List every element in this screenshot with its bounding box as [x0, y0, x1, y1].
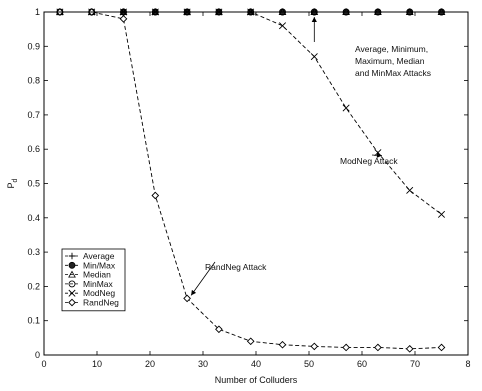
data-point-modneg [342, 104, 350, 112]
y-tick-label: 0.6 [27, 144, 40, 154]
axes-layer: 0 10 20 30 40 50 60 70 800.10.20.30.40.50.60.70.… [27, 7, 470, 369]
legend-marker [68, 289, 76, 297]
series-line-modneg [59, 11, 442, 215]
legend-marker [68, 252, 76, 260]
annotation-line: and MinMax Attacks [355, 68, 431, 78]
arrow-randneg [190, 261, 216, 296]
data-point-modneg [278, 22, 287, 30]
data-point-randneg [310, 342, 319, 351]
y-tick-label: 1 [35, 7, 40, 17]
series-randneg [56, 8, 446, 353]
x-axis-label: Number of Colluders [215, 375, 298, 385]
y-tick-label: 0.3 [27, 247, 40, 257]
x-tick-label: 50 [304, 359, 314, 369]
data-point-randneg [437, 343, 446, 352]
series-modneg [56, 8, 446, 218]
data-point-randneg [183, 294, 191, 303]
y-tick-label: 0 [35, 350, 40, 360]
legend-label-modneg: ModNeg [83, 288, 115, 298]
legend-label-average: Average [83, 251, 115, 261]
y-tick-label: 0.8 [27, 76, 40, 86]
y-tick-label: 0.1 [27, 316, 40, 326]
legend-label-minmax-pair: Min/Max [83, 260, 116, 270]
legend-marker [68, 298, 76, 307]
annotation-modneg: ModNeg Attack [340, 156, 398, 166]
legend-label-median: Median [83, 270, 111, 280]
annotation-all-attacks: Average, Minimum, Maximum, Median and Mi… [355, 44, 431, 78]
legend-label-randneg: RandNeg [83, 298, 119, 308]
data-point-randneg [246, 337, 255, 346]
legend-marker [68, 270, 76, 278]
data-point-randneg [119, 15, 128, 23]
y-tick-label: 0.2 [27, 281, 40, 291]
legend-marker [68, 280, 76, 288]
y-tick-label: 0.5 [27, 179, 40, 189]
legend-label-minmax: MinMax [83, 279, 114, 289]
data-point-randneg [374, 343, 382, 352]
annotation-line: Maximum, Median [355, 56, 425, 66]
annotation-line: RandNeg Attack [205, 262, 267, 272]
y-tick-label: 0.7 [27, 110, 40, 120]
arrow-all-attacks-head [311, 17, 317, 22]
x-tick-label: 20 [145, 359, 155, 369]
data-point-modneg [406, 186, 414, 194]
legend: Average Min/Max Median MinMax ModNeg Ran… [61, 248, 126, 312]
annotation-line: ModNeg Attack [340, 156, 398, 166]
x-tick-label: 10 [92, 359, 102, 369]
x-tick-label: 70 [410, 359, 420, 369]
x-tick-label: 40 [251, 359, 261, 369]
data-point-modneg [310, 53, 318, 61]
data-point-randneg [151, 191, 160, 200]
annotations: Average, Minimum, Maximum, Median and Mi… [190, 17, 431, 296]
data-point-randneg [342, 343, 350, 352]
arrow-randneg-head [191, 289, 197, 296]
x-tick-label: 0 [41, 359, 46, 369]
arrow-modneg-head [376, 152, 382, 158]
annotation-line: Average, Minimum, [355, 44, 428, 54]
x-tick-label: 30 [198, 359, 208, 369]
y-tick-label: 0.9 [27, 41, 40, 51]
x-tick-label: 8 [465, 359, 470, 369]
y-tick-label: 0.4 [27, 213, 40, 223]
data-point-randneg [405, 344, 414, 353]
legend-marker [68, 261, 76, 269]
annotation-randneg: RandNeg Attack [205, 262, 267, 272]
data-point-randneg [215, 325, 223, 334]
x-tick-label: 60 [357, 359, 367, 369]
y-axis-label-main: P [6, 182, 16, 188]
y-axis-label: Pd [6, 178, 19, 188]
data-point-randneg [278, 340, 287, 349]
data-point-modneg [437, 210, 446, 218]
y-axis-label-sub: d [12, 178, 19, 182]
